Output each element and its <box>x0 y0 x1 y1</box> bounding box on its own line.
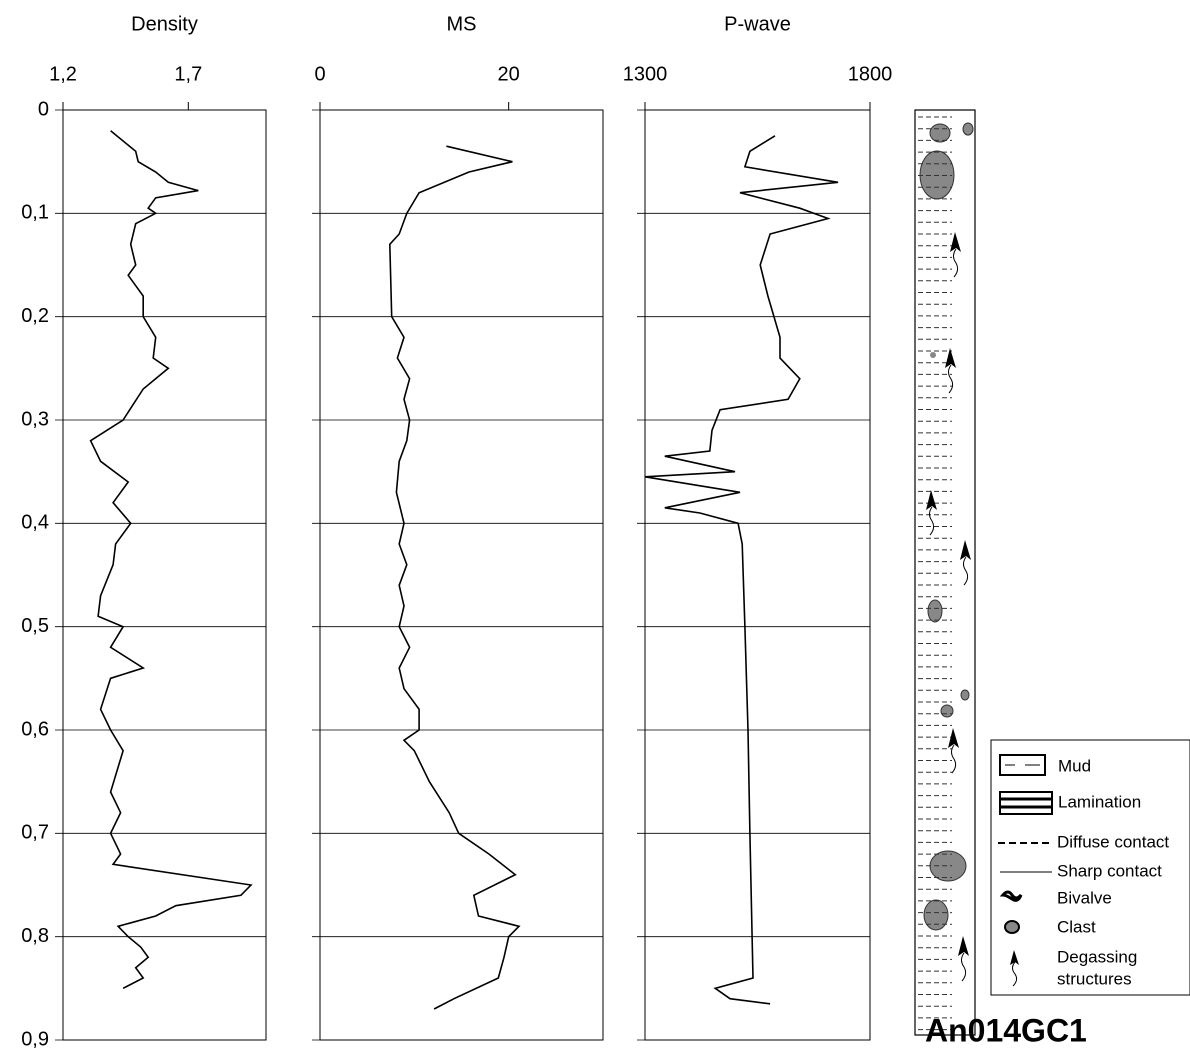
profile-line <box>644 135 839 1005</box>
clast <box>960 689 970 701</box>
legend-box <box>990 739 1190 996</box>
plot-frame <box>62 109 267 1041</box>
legend-icon <box>999 890 1023 902</box>
degassing-arrow <box>926 490 937 510</box>
legend-label: Lamination <box>1058 792 1141 811</box>
degassing-trail <box>951 744 957 774</box>
x-tick-label: 1,2 <box>49 63 77 85</box>
y-tick-label: 0,2 <box>21 305 49 327</box>
y-tick-label: 0,8 <box>21 925 49 947</box>
y-tick-label: 0,6 <box>21 718 49 740</box>
profile-line <box>89 130 253 990</box>
core-title: An014GC1 <box>925 1012 1087 1048</box>
legend-icon <box>1004 920 1020 934</box>
degassing-arrow <box>960 540 971 560</box>
clast <box>927 599 943 623</box>
y-tick-label: 0,9 <box>21 1028 49 1050</box>
x-tick-label: 1300 <box>623 63 668 85</box>
chart-title: P-wave <box>724 13 791 35</box>
plot-frame <box>319 109 604 1041</box>
degassing-arrow <box>948 728 959 748</box>
plot-frame <box>644 109 871 1041</box>
degassing-trail <box>948 364 954 394</box>
legend-label: Degassing <box>1057 947 1137 966</box>
legend: Mud Lamination Diffuse contact Sharp con… <box>990 739 1190 996</box>
degassing-trail <box>929 506 935 536</box>
y-tick-label: 0,1 <box>21 202 49 224</box>
y-tick-label: 0,7 <box>21 822 49 844</box>
clast <box>930 352 936 358</box>
legend-icon <box>1012 961 1018 987</box>
legend-icon <box>1010 950 1019 965</box>
degassing-arrow <box>950 232 961 252</box>
x-tick-label: 1800 <box>848 63 893 85</box>
core-log <box>914 109 976 1036</box>
degassing-arrow <box>945 348 956 368</box>
x-tick-label: 1,7 <box>174 63 202 85</box>
clast <box>923 899 949 931</box>
legend-label: Diffuse contact <box>1057 832 1169 851</box>
x-tick-label: 20 <box>498 63 520 85</box>
y-tick-label: 0,3 <box>21 408 49 430</box>
legend-icon <box>999 791 1053 815</box>
legend-icon <box>999 754 1046 776</box>
chart-title: MS <box>447 13 477 35</box>
legend-label: Bivalve <box>1057 888 1112 907</box>
legend-label: Clast <box>1057 917 1096 936</box>
x-tick-label: 0 <box>314 63 325 85</box>
degassing-arrow <box>958 936 969 956</box>
degassing-trail <box>961 952 967 982</box>
legend-label: Sharp contact <box>1057 861 1162 880</box>
profile-line <box>388 145 521 1010</box>
y-tick-label: 0,5 <box>21 615 49 637</box>
legend-label: Mud <box>1058 756 1091 775</box>
y-tick-label: 0 <box>38 98 49 120</box>
degassing-trail <box>953 248 959 278</box>
y-tick-label: 0,4 <box>21 512 49 534</box>
clast <box>940 704 954 718</box>
legend-label: structures <box>1057 969 1132 988</box>
core-column <box>914 109 976 1036</box>
clast <box>962 122 974 136</box>
degassing-trail <box>963 556 969 586</box>
clast <box>929 123 951 143</box>
chart-title: Density <box>131 13 198 35</box>
